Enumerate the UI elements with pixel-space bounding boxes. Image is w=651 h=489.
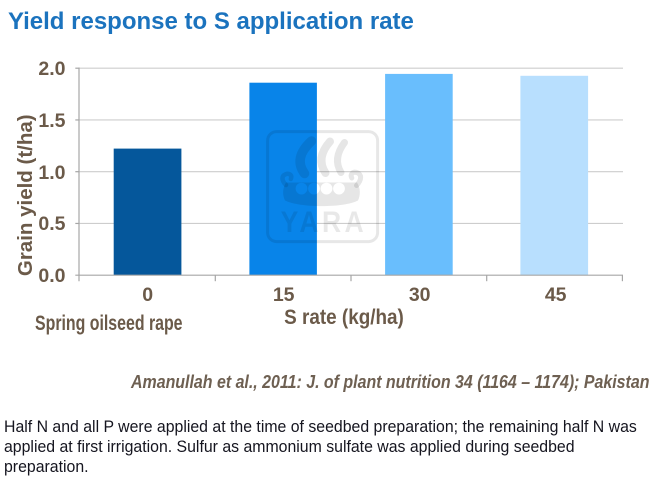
svg-text:YARA: YARA: [281, 206, 367, 239]
